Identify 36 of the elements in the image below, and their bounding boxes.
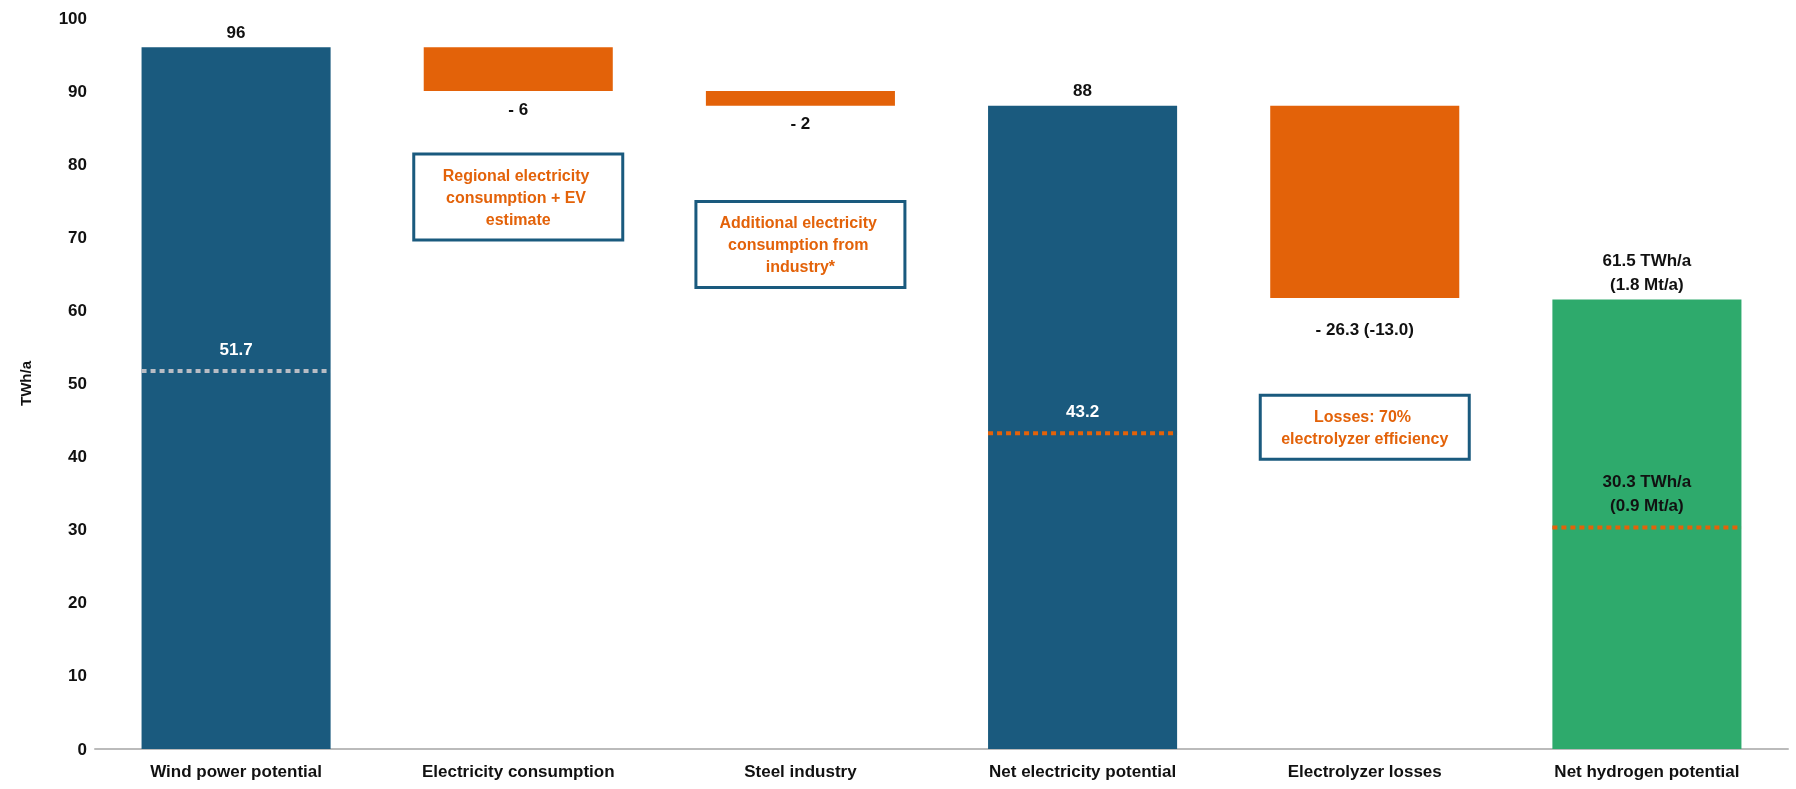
x-tick-label: Net electricity potential [989, 762, 1177, 781]
y-tick-label: 20 [68, 593, 87, 613]
y-tick-label: 10 [68, 666, 87, 686]
data-label: 96 [226, 22, 246, 42]
data-label: - 2 [790, 114, 811, 134]
data-label: - 6 [508, 99, 529, 119]
y-tick-label: 50 [68, 374, 87, 393]
bar [1270, 105, 1460, 298]
y-tick-label: 60 [68, 300, 87, 320]
ref-line-label: 43.2 [1066, 401, 1100, 421]
x-tick-label: Net hydrogen potential [1554, 762, 1740, 781]
x-tick-label: Wind power potential [150, 762, 322, 781]
y-tick-label: 0 [77, 739, 87, 759]
y-tick-label: 40 [68, 447, 87, 467]
x-tick-label: Electricity consumption [421, 762, 615, 781]
annotation: Losses: 70% electrolyzer efficiency [1281, 407, 1449, 447]
data-label: - 26.3 (-13.0) [1315, 320, 1414, 340]
ref-line-label: 30.3 TWh/a (0.9 Mt/a) [1602, 472, 1692, 516]
bar [988, 105, 1178, 749]
x-tick-label: Electrolyzer losses [1287, 762, 1442, 781]
y-tick-label: 90 [68, 81, 87, 101]
data-label: 88 [1073, 81, 1093, 101]
data-label: 61.5 TWh/a (1.8 Mt/a) [1602, 250, 1692, 294]
y-axis-title: TWh/a [17, 360, 34, 406]
bar [423, 47, 613, 92]
y-tick-label: 100 [58, 8, 87, 28]
y-tick-label: 30 [68, 520, 87, 540]
y-tick-label: 80 [68, 154, 87, 174]
ref-line-label: 51.7 [219, 339, 253, 359]
annotation: Regional electricity consumption + EV estimate [442, 166, 594, 228]
bar [705, 91, 895, 106]
bar [141, 47, 331, 749]
y-tick-label: 70 [68, 227, 87, 247]
annotation: Additional electricity consumption from industry* [719, 214, 882, 276]
x-tick-label: Steel industry [744, 762, 858, 781]
bar [1552, 299, 1742, 749]
